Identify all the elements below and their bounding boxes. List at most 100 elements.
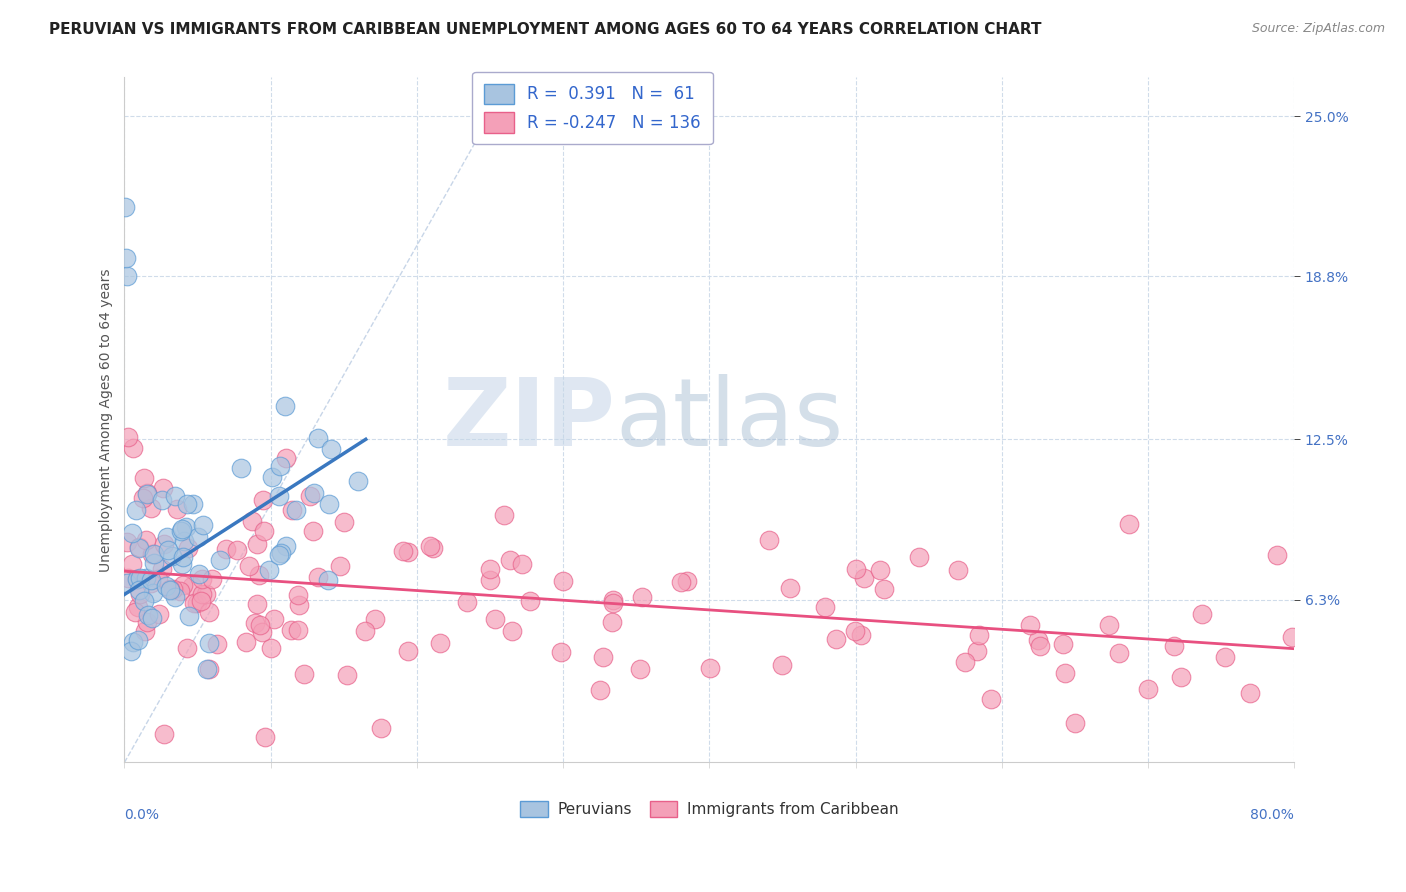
Point [187, 530, 209, 544]
Point [302, 524, 325, 539]
Point [136, 487, 159, 501]
Point [127, 599, 149, 614]
Point [208, 552, 231, 566]
Point [602, 596, 624, 610]
Point [190, 593, 212, 607]
Point [1019, 618, 1042, 632]
Point [142, 586, 165, 600]
Point [699, 661, 721, 675]
Point [238, 559, 260, 574]
Point [117, 570, 139, 584]
Point [280, 623, 302, 637]
Point [263, 612, 285, 626]
Point [156, 529, 179, 543]
Point [364, 612, 387, 626]
Point [492, 508, 515, 522]
Point [177, 541, 200, 555]
Point [117, 535, 139, 549]
Point [274, 399, 297, 413]
Point [287, 623, 309, 637]
Point [134, 624, 156, 639]
Point [246, 537, 269, 551]
Point [628, 662, 651, 676]
Point [243, 616, 266, 631]
Point [1265, 549, 1288, 563]
Point [136, 608, 159, 623]
Text: Source: ZipAtlas.com: Source: ZipAtlas.com [1251, 22, 1385, 36]
Point [484, 612, 506, 626]
Point [873, 582, 896, 597]
Point [135, 486, 157, 500]
Point [129, 571, 152, 585]
Point [205, 637, 228, 651]
Point [429, 636, 451, 650]
Point [1098, 618, 1121, 632]
Point [1108, 647, 1130, 661]
Point [869, 564, 891, 578]
Point [215, 541, 238, 556]
Point [307, 570, 329, 584]
Point [270, 545, 292, 559]
Point [245, 597, 267, 611]
Point [252, 492, 274, 507]
Point [169, 583, 191, 598]
Point [152, 727, 174, 741]
Point [316, 573, 339, 587]
Point [159, 582, 181, 597]
Point [174, 520, 197, 534]
Point [141, 610, 163, 624]
Point [1028, 640, 1050, 654]
Point [150, 561, 173, 575]
Point [127, 572, 149, 586]
Point [252, 625, 274, 640]
Point [553, 574, 575, 589]
Point [201, 572, 224, 586]
Point [142, 557, 165, 571]
Point [235, 635, 257, 649]
Point [1239, 686, 1261, 700]
Point [676, 574, 699, 589]
Point [198, 662, 221, 676]
Text: 80.0%: 80.0% [1250, 808, 1295, 822]
Point [333, 515, 356, 529]
Point [121, 525, 143, 540]
Point [172, 522, 194, 536]
Point [779, 581, 801, 595]
Point [150, 493, 173, 508]
Point [152, 481, 174, 495]
Point [772, 658, 794, 673]
Text: ZIP: ZIP [443, 374, 616, 466]
Point [1281, 631, 1303, 645]
Point [269, 458, 291, 473]
Point [419, 539, 441, 553]
Point [456, 595, 478, 609]
Point [135, 533, 157, 547]
Point [1163, 639, 1185, 653]
Point [195, 662, 218, 676]
Point [165, 489, 187, 503]
Point [120, 644, 142, 658]
Point [191, 572, 214, 586]
Point [170, 524, 193, 538]
Point [260, 470, 283, 484]
Point [127, 632, 149, 647]
Point [253, 730, 276, 744]
Point [166, 502, 188, 516]
Point [285, 502, 308, 516]
Point [318, 497, 340, 511]
Point [160, 549, 183, 563]
Point [1064, 716, 1087, 731]
Point [307, 431, 329, 445]
Point [128, 541, 150, 555]
Point [153, 537, 176, 551]
Point [124, 502, 146, 516]
Point [225, 543, 247, 558]
Point [141, 547, 163, 561]
Point [165, 591, 187, 605]
Point [1213, 649, 1236, 664]
Point [267, 549, 290, 563]
Point [299, 489, 322, 503]
Point [115, 252, 138, 266]
Legend: Peruvians, Immigrants from Caribbean: Peruvians, Immigrants from Caribbean [515, 795, 904, 823]
Point [1053, 666, 1076, 681]
